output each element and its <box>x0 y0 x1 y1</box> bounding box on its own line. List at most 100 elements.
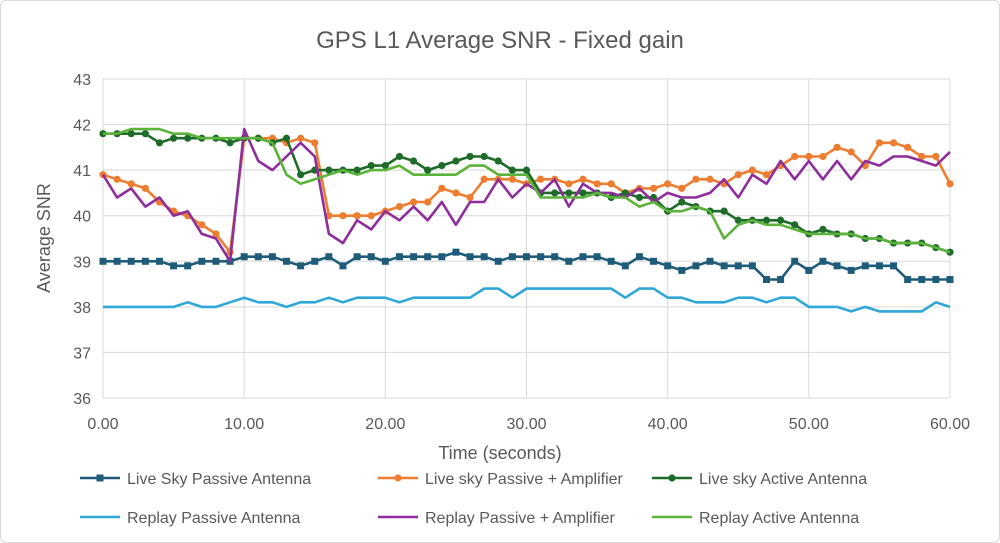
data-point <box>649 184 658 192</box>
series-4 <box>103 287 951 313</box>
data-point <box>678 184 686 192</box>
data-point <box>650 257 658 265</box>
legend: Live Sky Passive Antenna Live sky Passive… <box>80 471 867 527</box>
data-point <box>466 193 474 202</box>
data-point <box>113 257 121 265</box>
data-point <box>551 189 559 197</box>
data-point <box>424 198 432 206</box>
data-point <box>353 253 361 261</box>
data-point <box>325 253 333 261</box>
x-tick-label: 10.00 <box>224 416 264 433</box>
y-tick-labels: 36 37 38 39 40 41 42 43 <box>73 72 91 408</box>
data-point <box>607 180 615 188</box>
data-point <box>508 166 516 174</box>
data-point <box>480 175 488 183</box>
data-point <box>593 180 601 188</box>
data-point <box>734 171 742 179</box>
data-point <box>353 212 361 220</box>
data-point <box>565 189 573 197</box>
legend-item: Replay Passive + Amplifier <box>378 510 616 527</box>
data-point <box>466 253 474 261</box>
y-tick-label: 36 <box>73 391 91 408</box>
data-point <box>452 189 460 197</box>
data-point <box>664 180 672 188</box>
data-point <box>791 221 799 229</box>
data-point <box>748 262 756 270</box>
data-point <box>452 248 460 256</box>
data-point <box>438 184 446 192</box>
x-tick-label: 0.00 <box>87 416 118 433</box>
data-point <box>367 161 375 170</box>
data-point <box>283 257 291 265</box>
data-point <box>537 253 545 261</box>
data-point <box>904 276 912 284</box>
legend-item: Replay Active Antenna <box>652 510 859 527</box>
legend-marker <box>668 474 676 482</box>
data-point <box>424 253 432 261</box>
legend-item: Live sky Active Antenna <box>652 471 867 488</box>
y-tick-label: 38 <box>73 300 91 317</box>
data-point <box>847 266 855 274</box>
gridlines <box>102 78 951 399</box>
data-point <box>395 152 404 161</box>
y-tick-label: 42 <box>73 118 91 135</box>
data-point <box>706 257 714 265</box>
data-point <box>395 203 404 211</box>
data-point <box>141 184 149 192</box>
data-point <box>99 257 107 265</box>
data-point <box>155 257 163 265</box>
data-point <box>127 130 135 138</box>
data-point <box>480 152 488 161</box>
data-point <box>113 175 121 183</box>
data-point <box>946 276 954 284</box>
data-point <box>127 180 135 188</box>
data-point <box>706 175 714 183</box>
data-point <box>777 276 785 284</box>
data-point <box>339 212 347 220</box>
data-point <box>932 152 940 161</box>
data-point <box>311 257 319 265</box>
data-point <box>141 130 149 138</box>
data-point <box>155 139 164 147</box>
data-point <box>720 262 728 270</box>
data-point <box>607 257 615 265</box>
data-point <box>409 157 418 165</box>
data-point <box>282 134 291 142</box>
data-point <box>621 189 629 197</box>
series-1 <box>99 248 954 284</box>
data-point <box>141 257 149 265</box>
data-point <box>184 262 192 270</box>
data-point <box>833 143 841 151</box>
data-point <box>819 257 827 265</box>
data-point <box>522 166 531 174</box>
y-tick-label: 43 <box>73 72 91 89</box>
data-point <box>579 253 587 261</box>
x-tick-label: 20.00 <box>365 416 405 433</box>
data-point <box>833 262 841 270</box>
data-point <box>621 262 629 270</box>
data-point <box>226 139 234 147</box>
data-point <box>579 189 587 197</box>
x-tick-labels: 0.00 10.00 20.00 30.00 40.00 50.00 60.00 <box>87 416 970 433</box>
data-point <box>918 152 926 161</box>
data-point <box>409 198 418 206</box>
data-point <box>184 134 192 142</box>
data-point <box>367 212 375 220</box>
legend-label: Replay Active Antenna <box>699 510 859 527</box>
data-point <box>212 257 220 265</box>
data-point <box>127 257 135 265</box>
data-point <box>762 276 770 284</box>
x-tick-label: 60.00 <box>930 416 970 433</box>
series-lines <box>99 127 954 313</box>
data-point <box>311 139 319 147</box>
data-point <box>635 253 643 261</box>
data-point <box>551 253 559 261</box>
series-line <box>103 287 951 313</box>
data-point <box>494 157 502 165</box>
data-point <box>819 225 827 233</box>
legend-marker <box>96 474 104 482</box>
data-point <box>918 276 926 284</box>
data-point <box>381 257 389 265</box>
